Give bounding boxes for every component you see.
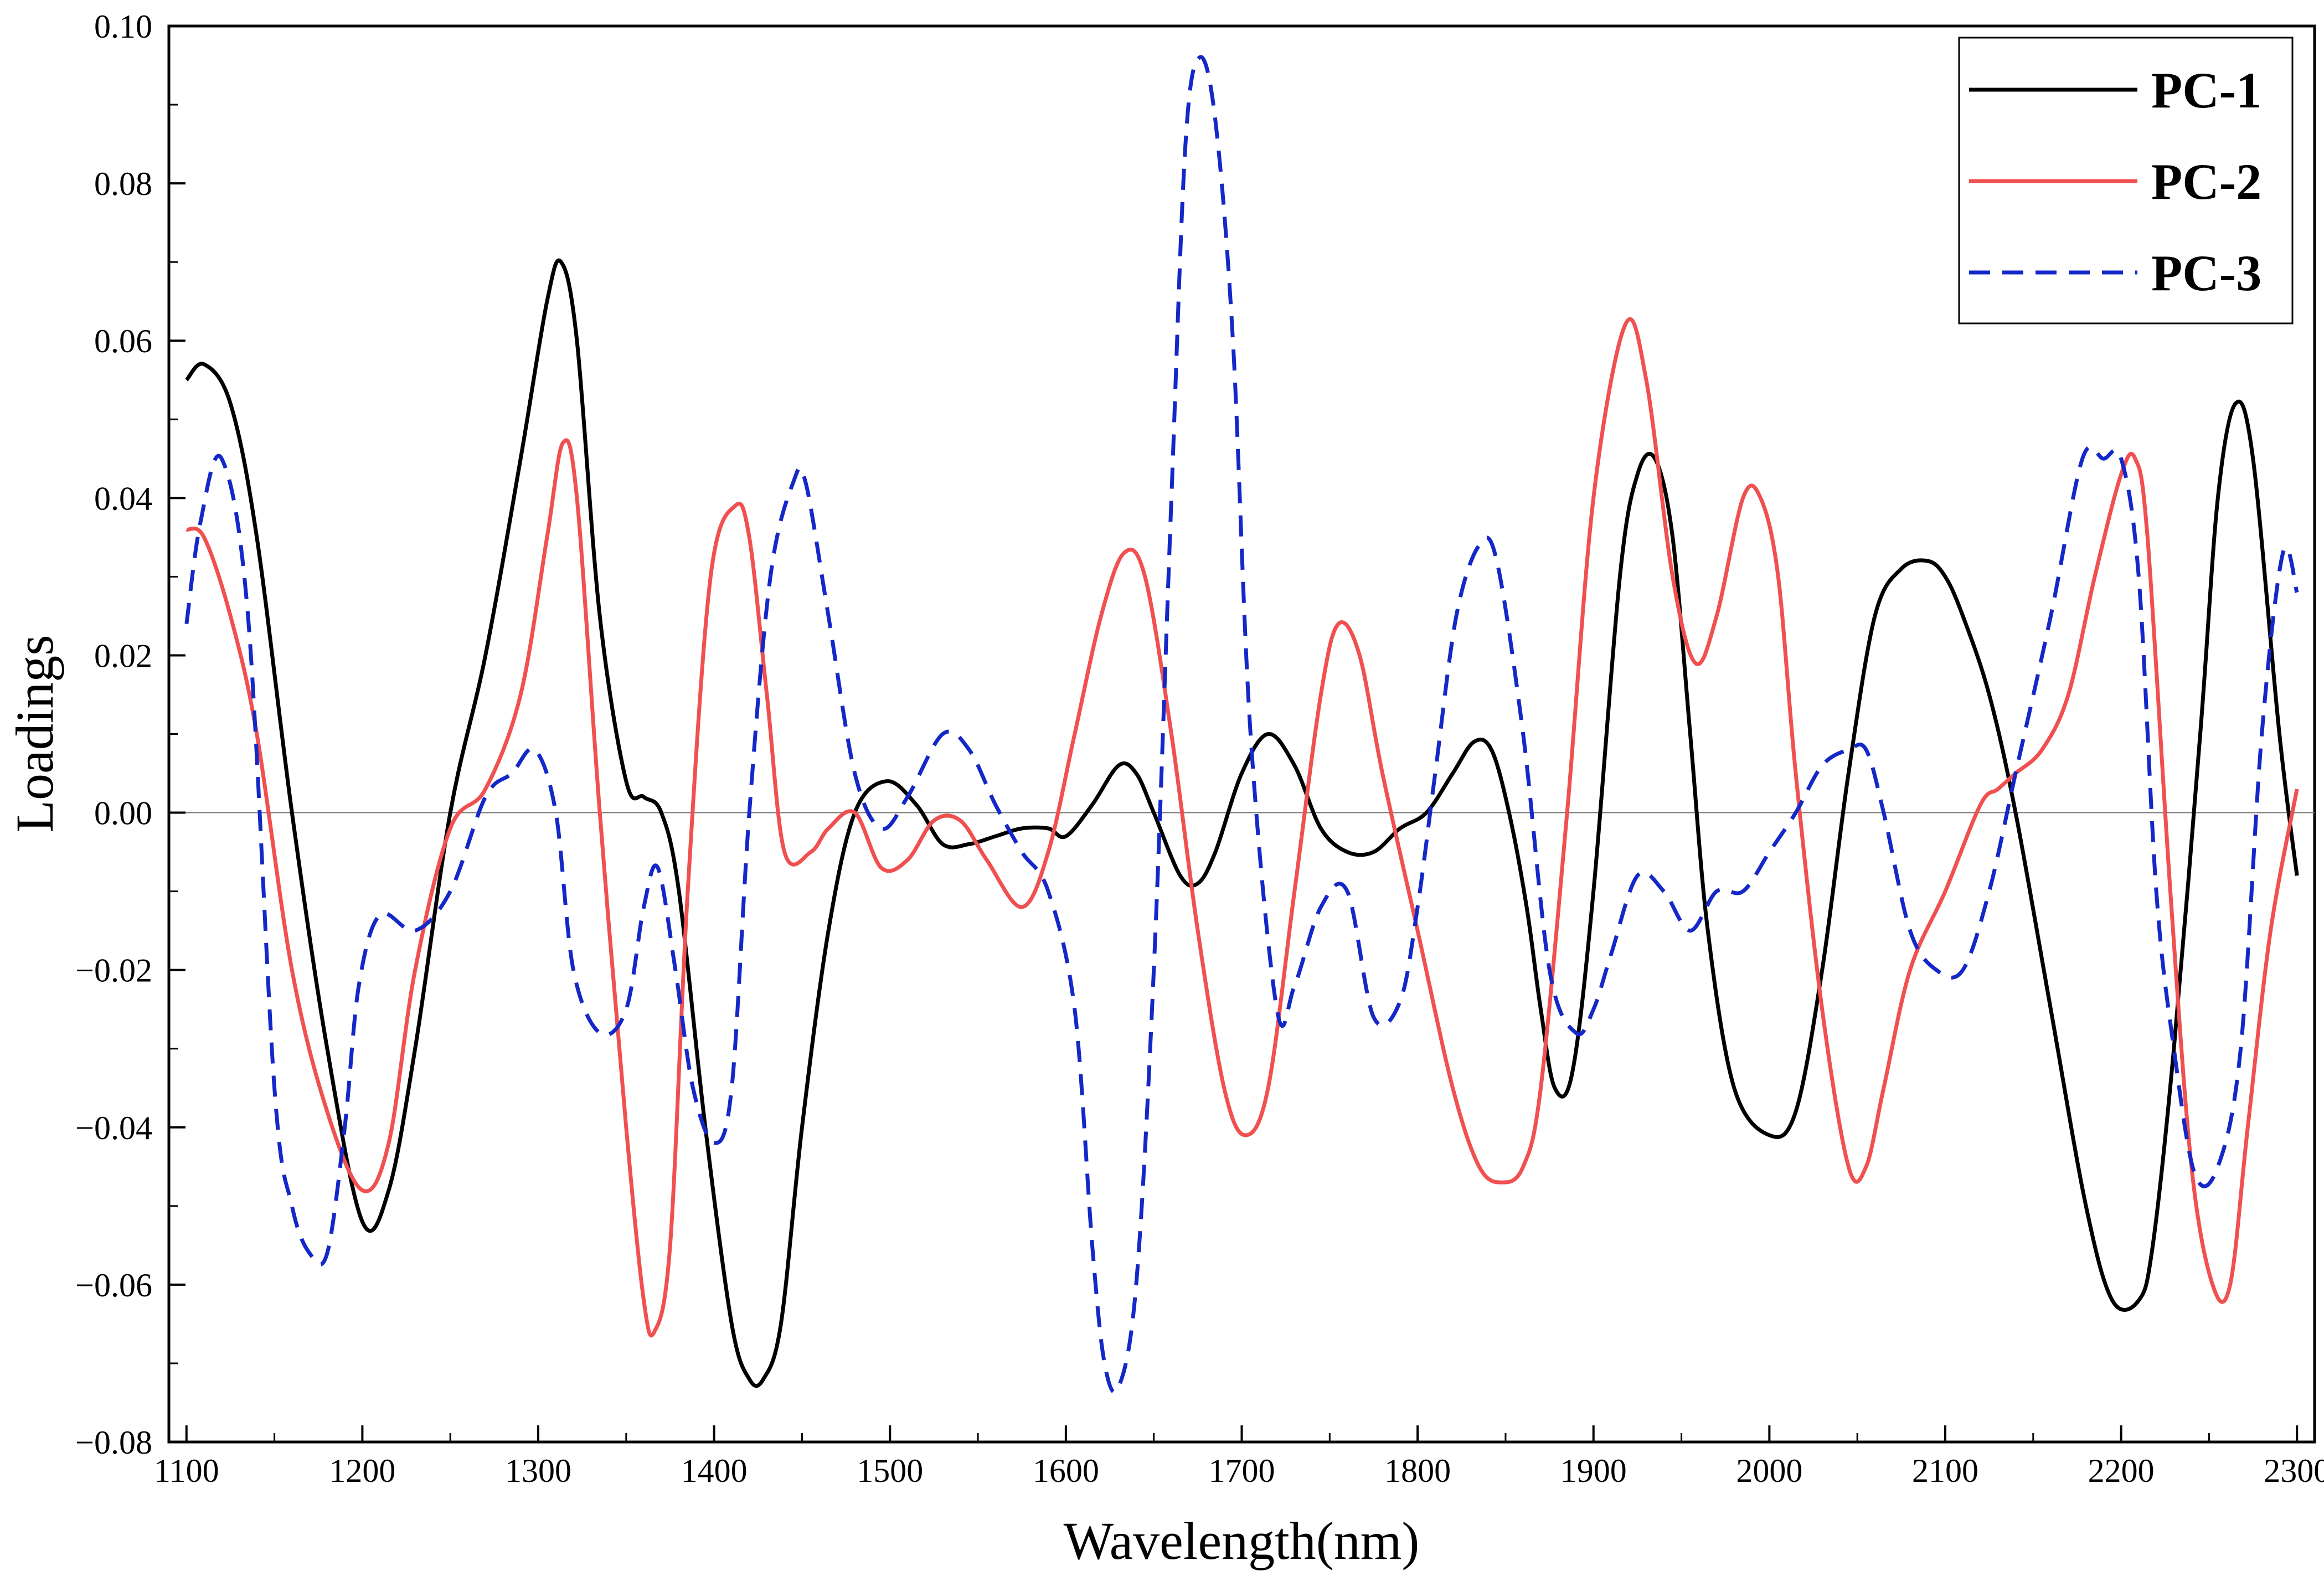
series-layer (184, 55, 2299, 1394)
x-tick-label: 1800 (1384, 1453, 1451, 1489)
x-tick-label: 1200 (329, 1453, 395, 1489)
y-tick-label: −0.04 (75, 1110, 152, 1146)
x-tick-label: 1300 (505, 1453, 571, 1489)
x-tick-label: 1100 (154, 1453, 219, 1489)
x-axis-title: Wavelength(nm) (1064, 1511, 1420, 1570)
x-tick-label: 1600 (1033, 1453, 1099, 1489)
y-tick-label: 0.10 (94, 8, 152, 45)
y-tick-label: 0.00 (94, 795, 152, 832)
y-tick-label: 0.02 (94, 637, 152, 674)
x-tick-label: 1700 (1209, 1453, 1275, 1489)
x-tick-label: 1400 (681, 1453, 748, 1489)
y-tick-label: −0.08 (75, 1424, 152, 1461)
y-axis-title: Loadings (5, 635, 64, 832)
x-tick-label: 2300 (2264, 1453, 2324, 1489)
y-tick-label: −0.02 (75, 952, 152, 989)
x-tick-label: 1900 (1560, 1453, 1627, 1489)
y-tick-label: 0.08 (94, 166, 152, 202)
legend-label-pc-3: PC-3 (2151, 245, 2261, 301)
x-tick-label: 1500 (857, 1453, 923, 1489)
legend-label-pc-1: PC-1 (2151, 62, 2261, 119)
legend: PC-1 PC-2 PC-3 (1958, 37, 2294, 325)
x-tick-label: 2200 (2088, 1453, 2155, 1489)
series-line-pc-1 (185, 258, 2299, 1388)
series-line-pc-3 (184, 55, 2299, 1394)
x-tick-label: 2000 (1736, 1453, 1802, 1489)
y-tick-label: 0.04 (94, 480, 152, 517)
series-line-pc-2 (185, 317, 2299, 1338)
x-tick-label: 2100 (1912, 1453, 1978, 1489)
axis-ticks: 1100 1200 1300 1400 1500 1600 1700 1800 1900 2000… (75, 8, 2324, 1489)
y-tick-label: −0.06 (75, 1267, 152, 1304)
legend-label-pc-2: PC-2 (2151, 153, 2261, 210)
y-tick-label: 0.06 (94, 323, 152, 359)
